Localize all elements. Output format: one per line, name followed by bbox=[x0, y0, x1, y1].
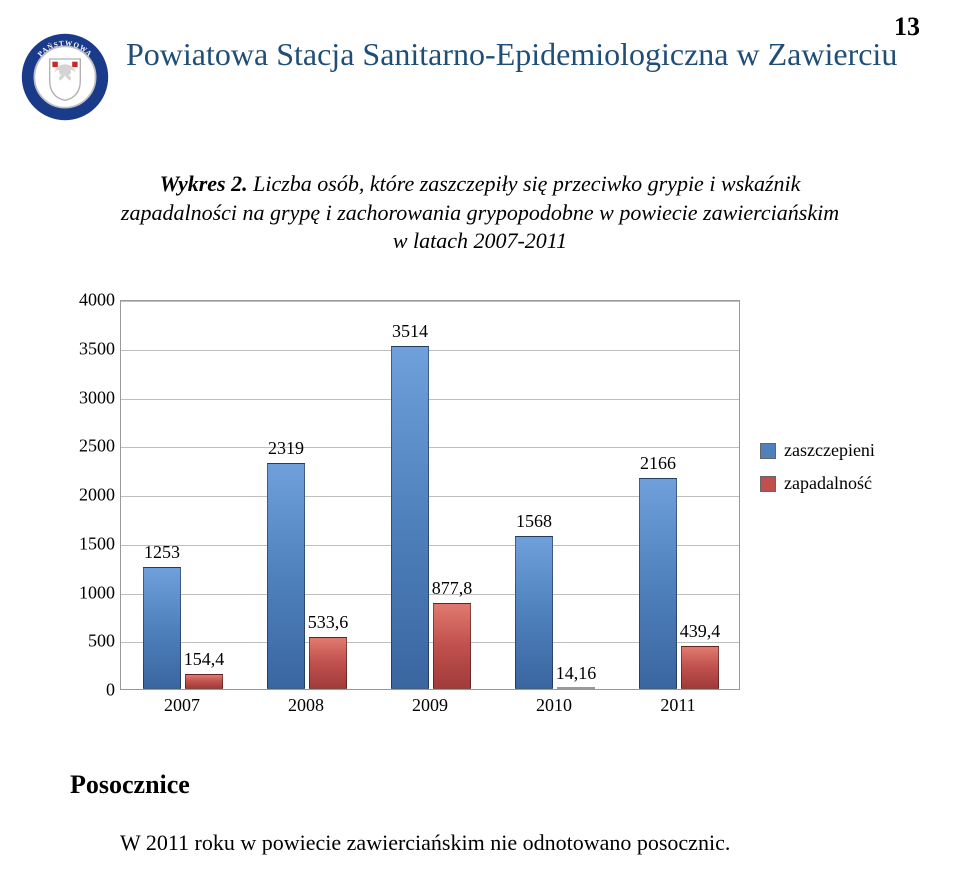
bar-value-label: 877,8 bbox=[417, 578, 487, 599]
page-header: PAŃSTWOWA INSPEKCJA SANITARNA Powiatowa … bbox=[20, 32, 920, 122]
x-tick-label: 2007 bbox=[132, 695, 232, 716]
grid-line bbox=[121, 301, 739, 302]
bar-value-label: 533,6 bbox=[293, 612, 363, 633]
y-tick-label: 1500 bbox=[55, 533, 115, 554]
y-tick-label: 4000 bbox=[55, 290, 115, 311]
bar-zapadalnosc bbox=[681, 646, 719, 689]
bar-value-label: 154,4 bbox=[169, 649, 239, 670]
bar-zaszczepieni bbox=[143, 567, 181, 689]
bar-zapadalnosc bbox=[557, 687, 595, 689]
caption-prefix: Wykres 2. bbox=[160, 171, 248, 196]
x-tick-label: 2011 bbox=[628, 695, 728, 716]
bar-zapadalnosc bbox=[433, 603, 471, 689]
grid-line bbox=[121, 350, 739, 351]
bar-zaszczepieni bbox=[267, 463, 305, 689]
legend-label: zaszczepieni bbox=[784, 440, 875, 461]
bar-zapadalnosc bbox=[309, 637, 347, 689]
y-tick-label: 3000 bbox=[55, 387, 115, 408]
x-tick-label: 2008 bbox=[256, 695, 356, 716]
legend-item: zapadalność bbox=[760, 473, 875, 494]
bar-value-label: 1253 bbox=[127, 542, 197, 563]
bar-zaszczepieni bbox=[639, 478, 677, 689]
page-title: Powiatowa Stacja Sanitarno-Epidemiologic… bbox=[126, 32, 897, 73]
bar-value-label: 1568 bbox=[499, 511, 569, 532]
chart-caption: Wykres 2. Liczba osób, które zaszczepiły… bbox=[120, 170, 840, 256]
y-tick-label: 0 bbox=[55, 680, 115, 701]
plot-area: 1253 154,4 2319 533,6 3514 877,8 1568 14,16 2166… bbox=[120, 300, 740, 690]
legend-swatch-icon bbox=[760, 443, 776, 459]
footer-text: W 2011 roku w powiecie zawierciańskim ni… bbox=[120, 830, 730, 856]
y-tick-label: 2500 bbox=[55, 436, 115, 457]
legend-item: zaszczepieni bbox=[760, 440, 875, 461]
bar-value-label: 2319 bbox=[251, 438, 321, 459]
bar-value-label: 439,4 bbox=[665, 621, 735, 642]
grid-line bbox=[121, 399, 739, 400]
bar-chart: 1253 154,4 2319 533,6 3514 877,8 1568 14,16 2166… bbox=[50, 290, 920, 730]
legend-label: zapadalność bbox=[784, 473, 872, 494]
bar-value-label: 14,16 bbox=[541, 663, 611, 684]
legend-swatch-icon bbox=[760, 476, 776, 492]
section-heading: Posocznice bbox=[70, 770, 190, 800]
y-tick-label: 1000 bbox=[55, 582, 115, 603]
bar-value-label: 3514 bbox=[375, 321, 445, 342]
chart-legend: zaszczepieni zapadalność bbox=[760, 440, 875, 506]
inspection-emblem-icon: PAŃSTWOWA INSPEKCJA SANITARNA bbox=[20, 32, 110, 122]
y-tick-label: 500 bbox=[55, 631, 115, 652]
y-tick-label: 2000 bbox=[55, 485, 115, 506]
bar-zaszczepieni bbox=[391, 346, 429, 689]
x-tick-label: 2009 bbox=[380, 695, 480, 716]
bar-value-label: 2166 bbox=[623, 453, 693, 474]
bar-zapadalnosc bbox=[185, 674, 223, 689]
grid-line bbox=[121, 447, 739, 448]
y-tick-label: 3500 bbox=[55, 338, 115, 359]
x-tick-label: 2010 bbox=[504, 695, 604, 716]
